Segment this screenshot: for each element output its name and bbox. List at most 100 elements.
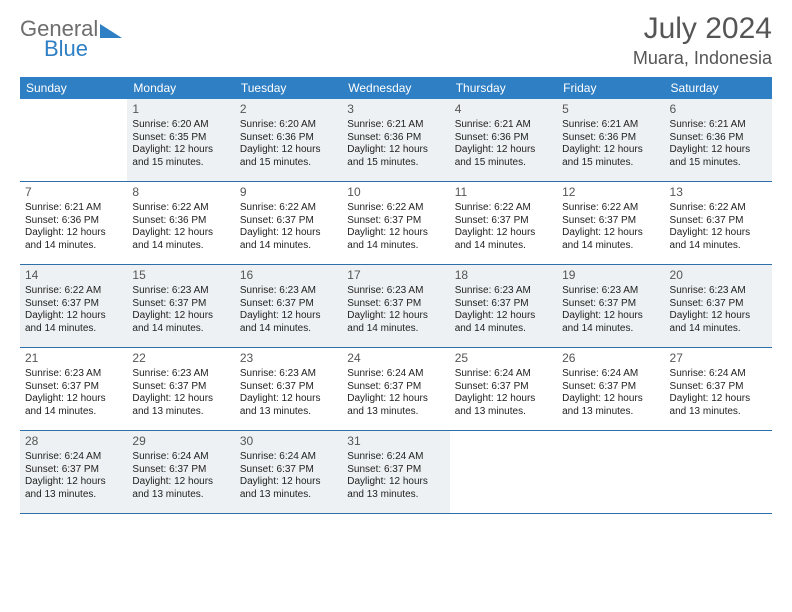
sunrise-text: Sunrise: 6:24 AM bbox=[132, 451, 229, 464]
calendar: Sunday Monday Tuesday Wednesday Thursday… bbox=[20, 77, 772, 514]
sunset-text: Sunset: 6:37 PM bbox=[347, 298, 444, 311]
day-cell: 18Sunrise: 6:23 AMSunset: 6:37 PMDayligh… bbox=[450, 265, 557, 347]
day-details: Sunrise: 6:22 AMSunset: 6:37 PMDaylight:… bbox=[670, 202, 767, 252]
daylight-text: Daylight: 12 hours and 14 minutes. bbox=[670, 227, 767, 252]
daylight-text: Daylight: 12 hours and 14 minutes. bbox=[562, 227, 659, 252]
sunrise-text: Sunrise: 6:21 AM bbox=[455, 119, 552, 132]
sunset-text: Sunset: 6:37 PM bbox=[562, 215, 659, 228]
sunset-text: Sunset: 6:37 PM bbox=[455, 381, 552, 394]
day-number: 13 bbox=[670, 185, 767, 200]
day-number: 6 bbox=[670, 102, 767, 117]
sunrise-text: Sunrise: 6:22 AM bbox=[455, 202, 552, 215]
sunset-text: Sunset: 6:37 PM bbox=[670, 381, 767, 394]
day-number: 26 bbox=[562, 351, 659, 366]
day-cell: 28Sunrise: 6:24 AMSunset: 6:37 PMDayligh… bbox=[20, 431, 127, 513]
daylight-text: Daylight: 12 hours and 14 minutes. bbox=[25, 393, 122, 418]
day-details: Sunrise: 6:23 AMSunset: 6:37 PMDaylight:… bbox=[240, 368, 337, 418]
sunset-text: Sunset: 6:37 PM bbox=[240, 298, 337, 311]
day-cell: 27Sunrise: 6:24 AMSunset: 6:37 PMDayligh… bbox=[665, 348, 772, 430]
dow-thursday: Thursday bbox=[450, 77, 557, 99]
sunrise-text: Sunrise: 6:23 AM bbox=[132, 285, 229, 298]
location-label: Muara, Indonesia bbox=[633, 48, 772, 69]
title-block: July 2024 Muara, Indonesia bbox=[633, 12, 772, 69]
sunset-text: Sunset: 6:37 PM bbox=[132, 381, 229, 394]
daylight-text: Daylight: 12 hours and 14 minutes. bbox=[25, 310, 122, 335]
sunrise-text: Sunrise: 6:24 AM bbox=[562, 368, 659, 381]
daylight-text: Daylight: 12 hours and 14 minutes. bbox=[562, 310, 659, 335]
day-number: 17 bbox=[347, 268, 444, 283]
sunset-text: Sunset: 6:36 PM bbox=[347, 132, 444, 145]
day-cell: 1Sunrise: 6:20 AMSunset: 6:35 PMDaylight… bbox=[127, 99, 234, 181]
day-details: Sunrise: 6:24 AMSunset: 6:37 PMDaylight:… bbox=[455, 368, 552, 418]
day-details: Sunrise: 6:23 AMSunset: 6:37 PMDaylight:… bbox=[670, 285, 767, 335]
sunset-text: Sunset: 6:37 PM bbox=[240, 215, 337, 228]
daylight-text: Daylight: 12 hours and 15 minutes. bbox=[240, 144, 337, 169]
sunset-text: Sunset: 6:37 PM bbox=[25, 381, 122, 394]
daylight-text: Daylight: 12 hours and 13 minutes. bbox=[562, 393, 659, 418]
day-cell bbox=[665, 431, 772, 513]
daylight-text: Daylight: 12 hours and 13 minutes. bbox=[455, 393, 552, 418]
daylight-text: Daylight: 12 hours and 14 minutes. bbox=[240, 227, 337, 252]
sunset-text: Sunset: 6:37 PM bbox=[132, 464, 229, 477]
sunrise-text: Sunrise: 6:21 AM bbox=[25, 202, 122, 215]
day-cell bbox=[450, 431, 557, 513]
day-number: 29 bbox=[132, 434, 229, 449]
day-details: Sunrise: 6:21 AMSunset: 6:36 PMDaylight:… bbox=[562, 119, 659, 169]
dow-friday: Friday bbox=[557, 77, 664, 99]
day-cell: 25Sunrise: 6:24 AMSunset: 6:37 PMDayligh… bbox=[450, 348, 557, 430]
day-cell bbox=[557, 431, 664, 513]
daylight-text: Daylight: 12 hours and 13 minutes. bbox=[347, 476, 444, 501]
day-details: Sunrise: 6:22 AMSunset: 6:36 PMDaylight:… bbox=[132, 202, 229, 252]
day-details: Sunrise: 6:22 AMSunset: 6:37 PMDaylight:… bbox=[562, 202, 659, 252]
day-details: Sunrise: 6:24 AMSunset: 6:37 PMDaylight:… bbox=[240, 451, 337, 501]
day-details: Sunrise: 6:24 AMSunset: 6:37 PMDaylight:… bbox=[132, 451, 229, 501]
week-row: 7Sunrise: 6:21 AMSunset: 6:36 PMDaylight… bbox=[20, 182, 772, 265]
sunrise-text: Sunrise: 6:23 AM bbox=[347, 285, 444, 298]
sunset-text: Sunset: 6:37 PM bbox=[347, 381, 444, 394]
daylight-text: Daylight: 12 hours and 15 minutes. bbox=[347, 144, 444, 169]
dow-tuesday: Tuesday bbox=[235, 77, 342, 99]
sunrise-text: Sunrise: 6:21 AM bbox=[347, 119, 444, 132]
sunrise-text: Sunrise: 6:23 AM bbox=[132, 368, 229, 381]
sunset-text: Sunset: 6:37 PM bbox=[347, 464, 444, 477]
dow-monday: Monday bbox=[127, 77, 234, 99]
weeks-container: 1Sunrise: 6:20 AMSunset: 6:35 PMDaylight… bbox=[20, 99, 772, 514]
day-number: 19 bbox=[562, 268, 659, 283]
day-number: 8 bbox=[132, 185, 229, 200]
daylight-text: Daylight: 12 hours and 13 minutes. bbox=[670, 393, 767, 418]
sunset-text: Sunset: 6:37 PM bbox=[240, 381, 337, 394]
daylight-text: Daylight: 12 hours and 14 minutes. bbox=[670, 310, 767, 335]
daylight-text: Daylight: 12 hours and 13 minutes. bbox=[240, 393, 337, 418]
sunset-text: Sunset: 6:35 PM bbox=[132, 132, 229, 145]
day-details: Sunrise: 6:22 AMSunset: 6:37 PMDaylight:… bbox=[347, 202, 444, 252]
sunset-text: Sunset: 6:37 PM bbox=[25, 464, 122, 477]
daylight-text: Daylight: 12 hours and 14 minutes. bbox=[455, 310, 552, 335]
day-details: Sunrise: 6:23 AMSunset: 6:37 PMDaylight:… bbox=[562, 285, 659, 335]
day-details: Sunrise: 6:24 AMSunset: 6:37 PMDaylight:… bbox=[25, 451, 122, 501]
daylight-text: Daylight: 12 hours and 15 minutes. bbox=[132, 144, 229, 169]
day-details: Sunrise: 6:21 AMSunset: 6:36 PMDaylight:… bbox=[347, 119, 444, 169]
day-details: Sunrise: 6:23 AMSunset: 6:37 PMDaylight:… bbox=[132, 368, 229, 418]
sunrise-text: Sunrise: 6:24 AM bbox=[25, 451, 122, 464]
day-number: 23 bbox=[240, 351, 337, 366]
daylight-text: Daylight: 12 hours and 15 minutes. bbox=[670, 144, 767, 169]
day-number: 31 bbox=[347, 434, 444, 449]
day-number: 5 bbox=[562, 102, 659, 117]
week-row: 21Sunrise: 6:23 AMSunset: 6:37 PMDayligh… bbox=[20, 348, 772, 431]
sunrise-text: Sunrise: 6:23 AM bbox=[240, 368, 337, 381]
day-details: Sunrise: 6:20 AMSunset: 6:35 PMDaylight:… bbox=[132, 119, 229, 169]
sunrise-text: Sunrise: 6:21 AM bbox=[670, 119, 767, 132]
daylight-text: Daylight: 12 hours and 14 minutes. bbox=[132, 310, 229, 335]
sunrise-text: Sunrise: 6:24 AM bbox=[240, 451, 337, 464]
sunrise-text: Sunrise: 6:24 AM bbox=[455, 368, 552, 381]
sunset-text: Sunset: 6:37 PM bbox=[455, 298, 552, 311]
sunrise-text: Sunrise: 6:23 AM bbox=[25, 368, 122, 381]
sunset-text: Sunset: 6:37 PM bbox=[25, 298, 122, 311]
day-details: Sunrise: 6:23 AMSunset: 6:37 PMDaylight:… bbox=[455, 285, 552, 335]
day-cell: 21Sunrise: 6:23 AMSunset: 6:37 PMDayligh… bbox=[20, 348, 127, 430]
day-number: 10 bbox=[347, 185, 444, 200]
sunrise-text: Sunrise: 6:23 AM bbox=[455, 285, 552, 298]
day-cell: 4Sunrise: 6:21 AMSunset: 6:36 PMDaylight… bbox=[450, 99, 557, 181]
sunset-text: Sunset: 6:36 PM bbox=[670, 132, 767, 145]
sunset-text: Sunset: 6:37 PM bbox=[562, 298, 659, 311]
